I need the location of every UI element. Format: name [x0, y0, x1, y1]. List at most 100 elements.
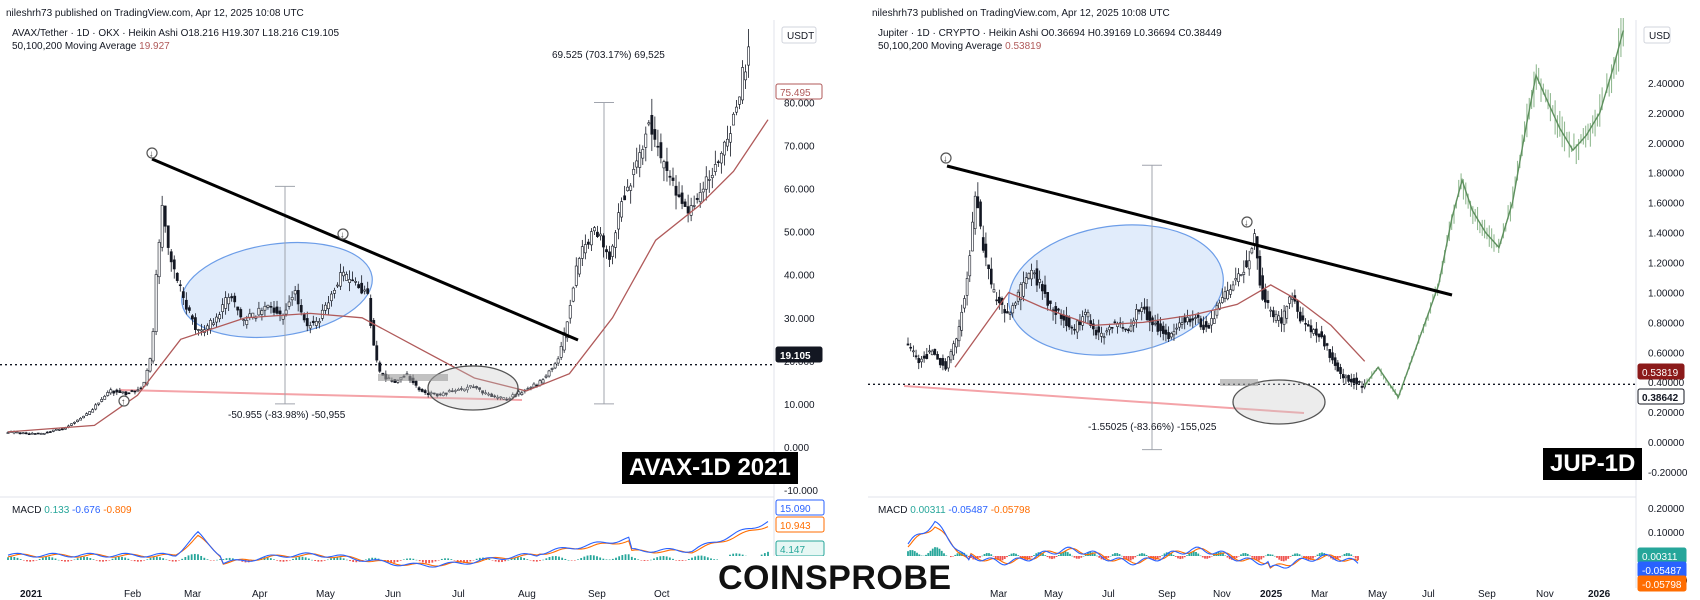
macd-histogram-bar [206, 559, 209, 560]
macd-histogram-bar [665, 556, 668, 560]
macd-histogram-bar [440, 558, 443, 560]
macd-histogram-bar [19, 559, 22, 560]
macd-histogram-bar [507, 559, 510, 561]
y-tick-label: 0.80000 [1648, 318, 1685, 329]
macd-histogram-bar [60, 560, 63, 562]
candle-body [1073, 328, 1076, 331]
macd-histogram-bar [136, 560, 139, 562]
candle-body [653, 129, 657, 140]
macd-histogram-bar [573, 560, 576, 561]
macd-histogram-bar [86, 557, 89, 560]
macd-histogram-bar [1053, 556, 1056, 559]
candle-body [930, 350, 934, 356]
candle-body [163, 205, 167, 227]
macd-histogram-bar [1235, 556, 1238, 559]
symbol-line[interactable]: AVAX/Tether · 1D · OKX · Heikin Ashi [12, 28, 178, 39]
candle-body [952, 343, 955, 356]
candle-body [206, 325, 209, 330]
candle-body [136, 389, 140, 392]
macd-histogram-bar [510, 558, 513, 560]
macd-histogram-bar [640, 560, 643, 561]
candle-body [599, 233, 602, 237]
candle-body [302, 313, 306, 321]
macd-histogram-bar [999, 556, 1002, 561]
candle-body [641, 149, 645, 159]
macd-histogram-bar [1199, 555, 1202, 557]
macd-histogram-bar [684, 560, 687, 561]
macd-histogram-bar [1276, 556, 1278, 558]
macd-histogram-bar [1228, 556, 1231, 560]
candle-body [713, 164, 717, 172]
macd-histogram-bar [171, 560, 174, 562]
x-tick-label: Jul [1102, 589, 1115, 600]
x-tick-label: Sep [1158, 589, 1176, 600]
ma-legend[interactable]: 50,100,200 Moving Average 19.927 [12, 41, 170, 52]
macd-histogram-bar [1258, 556, 1260, 561]
candle-body [1215, 305, 1219, 316]
candle-body [242, 319, 246, 321]
candle-body [1030, 270, 1033, 280]
candle-body [1212, 318, 1216, 324]
macd-value-macd: -0.05487 [948, 505, 988, 516]
macd-histogram-bar [1186, 555, 1188, 556]
candle-body [1274, 313, 1278, 321]
macd-histogram-bar [203, 557, 206, 560]
candle-body [716, 161, 720, 163]
candle-body [544, 375, 548, 378]
current-price-label-badge [1637, 388, 1685, 405]
macd-histogram-bar [431, 560, 434, 563]
candle-body [1320, 331, 1324, 338]
macd-histogram-bar [713, 559, 716, 560]
candle-body [955, 338, 958, 348]
macd-histogram-bar [943, 553, 945, 556]
candle-body [674, 185, 678, 196]
macd-histogram-bar [1100, 556, 1103, 560]
candle-body [1011, 305, 1015, 314]
macd-histogram-bar [1006, 556, 1008, 558]
candle-body [18, 432, 22, 435]
macd-histogram-bar [979, 556, 981, 558]
macd-histogram-bar [1062, 551, 1065, 556]
macd-histogram-bar [1253, 556, 1256, 560]
candle-body [1306, 324, 1310, 327]
candle-body [508, 398, 512, 400]
x-tick-label: Jul [1422, 589, 1435, 600]
candle-body [154, 274, 158, 332]
macd-legend[interactable]: MACD 0.00311 -0.05487 -0.05798 [878, 505, 1030, 516]
macd-value-signal: -0.05798 [990, 505, 1031, 516]
macd-histogram-bar [1188, 553, 1191, 556]
macd-histogram-bar [323, 560, 326, 561]
y-tick-label: -0.20000 [1648, 468, 1688, 479]
candle-body [278, 310, 282, 315]
current-price-label: 19.105 [780, 351, 811, 362]
candle-body [647, 122, 651, 125]
candle-body [493, 395, 497, 398]
signal-marker-icon [1241, 216, 1253, 228]
ma-legend[interactable]: 50,100,200 Moving Average 0.53819 [878, 41, 1041, 52]
macd-histogram-bar [1159, 556, 1161, 558]
candle-body [296, 289, 300, 305]
macd-histogram-bar [1082, 555, 1085, 557]
candle-body [1358, 381, 1361, 383]
macd-histogram-bar [121, 556, 123, 560]
macd-legend[interactable]: MACD 0.133 -0.676 -0.809 [12, 505, 132, 516]
candle-body [614, 232, 617, 248]
ma-price-label-badge [775, 83, 823, 100]
macd-histogram-bar [1143, 553, 1146, 556]
macd-histogram-bar [469, 560, 472, 562]
candle-body [70, 423, 73, 426]
macd-histogram-bar [1001, 556, 1004, 561]
y-tick-label: -10.000 [784, 486, 818, 497]
candle-body [1296, 300, 1299, 312]
symbol-line[interactable]: Jupiter · 1D · CRYPTO · Heikin Ashi [878, 28, 1039, 39]
candle-body [704, 176, 708, 190]
jup-chart-canvas: 2.40000 2.20000 2.00000 1.80000 1.60000 1.400… [868, 18, 1688, 600]
macd-histogram-bar [520, 557, 522, 560]
candle-body [1301, 315, 1305, 321]
macd-histogram-bar [219, 559, 222, 560]
consolidation-ellipse [1008, 224, 1224, 356]
macd-histogram-bar [602, 558, 605, 560]
candle-body [1290, 297, 1294, 300]
macd-histogram-bar [1116, 553, 1119, 556]
candle-body [1175, 327, 1178, 330]
